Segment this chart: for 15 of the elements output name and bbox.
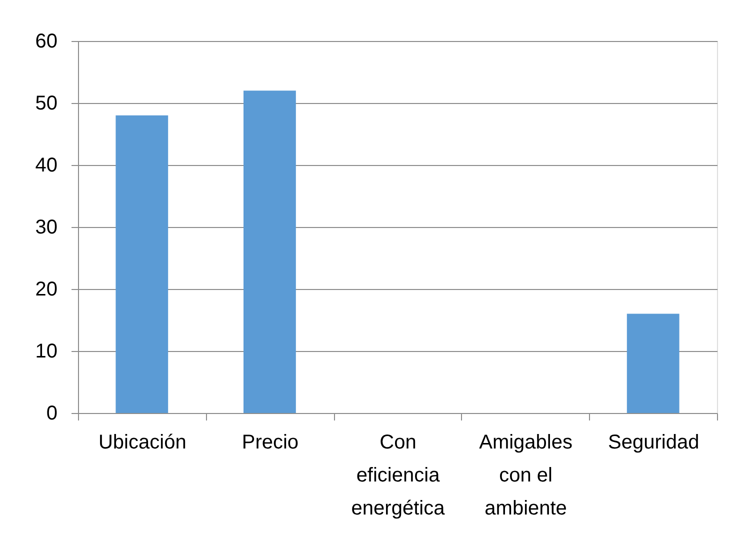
bar (116, 115, 168, 413)
y-tick-label: 10 (35, 340, 58, 362)
x-tick-label: Precio (242, 432, 299, 454)
bar (244, 90, 296, 413)
y-tick-label: 40 (35, 154, 58, 176)
x-tick-label: Amigables con el ambiente (479, 432, 572, 520)
x-tick-label: Seguridad (608, 432, 700, 454)
y-tick-label: 60 (35, 30, 58, 52)
x-tick-label: Ubicación (98, 432, 186, 454)
y-tick-label: 0 (46, 402, 58, 424)
bar (626, 314, 680, 413)
x-tick-label: Con eficiencia energética (351, 432, 446, 520)
y-tick-label: 30 (35, 216, 58, 238)
y-tick-label: 20 (35, 278, 58, 300)
y-tick-label: 50 (35, 92, 58, 114)
